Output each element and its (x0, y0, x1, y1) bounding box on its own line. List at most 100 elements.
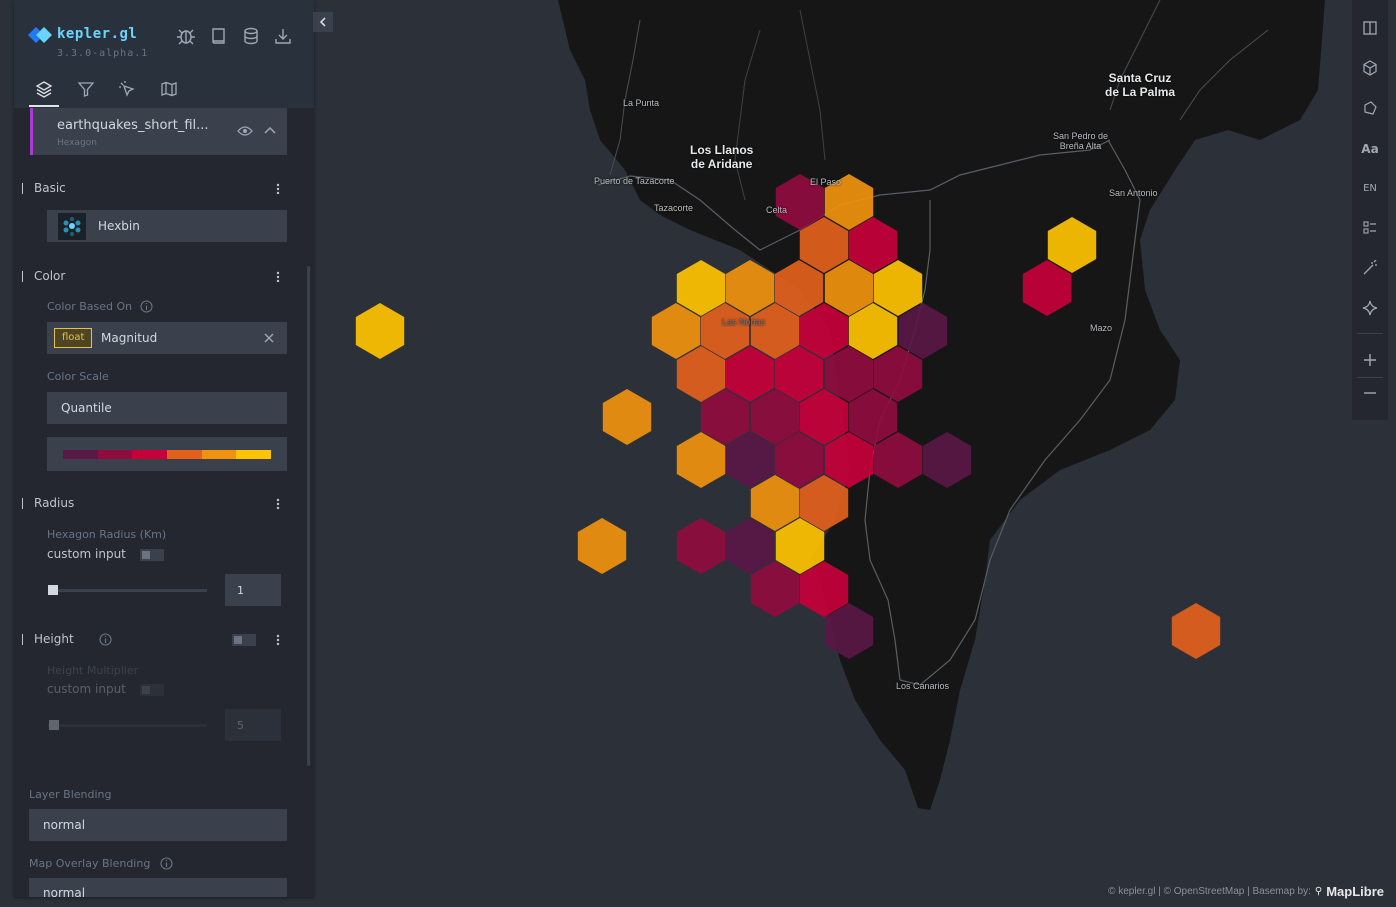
hexbin-cell[interactable] (676, 518, 726, 574)
hexbin-cell[interactable] (799, 561, 849, 617)
hexbin-cell[interactable] (799, 217, 849, 273)
more-options-icon[interactable] (276, 634, 280, 646)
more-options-icon[interactable] (276, 271, 280, 283)
hexbin-cell[interactable] (676, 432, 726, 488)
eye-icon[interactable] (237, 125, 253, 137)
collapse-panel-button[interactable] (313, 12, 333, 32)
info-icon[interactable] (140, 300, 153, 313)
hexbin-cell[interactable] (775, 174, 825, 230)
hexbin-cell[interactable] (824, 260, 874, 316)
export-download-icon[interactable] (273, 26, 293, 46)
ai-assistant-button[interactable] (1357, 295, 1383, 321)
locale-button[interactable]: EN (1363, 182, 1377, 194)
draw-polygon-button[interactable] (1357, 95, 1383, 121)
hexbin-cell[interactable] (725, 260, 775, 316)
hexbin-cell[interactable] (824, 603, 874, 659)
3d-view-button[interactable] (1357, 55, 1383, 81)
tab-basemap[interactable] (154, 80, 184, 106)
hexbin-cell[interactable] (774, 432, 824, 488)
hexbin-cell[interactable] (898, 303, 948, 359)
hexbin-cell[interactable] (1171, 603, 1221, 659)
zoom-in-button[interactable] (1357, 347, 1383, 373)
section-radius-title[interactable]: Radius (21, 496, 75, 510)
tab-layers[interactable] (29, 80, 59, 107)
section-color-title[interactable]: Color (21, 269, 66, 283)
height-value-input[interactable]: 5 (225, 709, 281, 741)
app-title[interactable]: kepler.gl (57, 26, 138, 42)
hexbin-cell[interactable] (848, 303, 898, 359)
height-slider-track[interactable] (48, 724, 207, 727)
color-scale-selector[interactable]: Quantile (47, 392, 287, 424)
database-icon[interactable] (241, 26, 261, 46)
hexbin-cell[interactable] (577, 518, 627, 574)
hexbin-cell[interactable] (700, 303, 750, 359)
hexbin-cell[interactable] (725, 518, 775, 574)
radius-value-input[interactable]: 1 (225, 574, 281, 606)
chevron-up-icon[interactable] (264, 126, 276, 134)
hexbin-cell[interactable] (355, 303, 405, 359)
hexbin-cell[interactable] (873, 432, 923, 488)
attribution-text[interactable]: © kepler.gl | © OpenStreetMap | Basemap … (1108, 886, 1311, 897)
hexbin-cell[interactable] (774, 346, 824, 402)
hexbin-cell[interactable] (848, 389, 898, 445)
color-field-selector[interactable]: float Magnitud (47, 322, 287, 354)
tab-interactions[interactable] (112, 80, 142, 106)
hexbin-cell[interactable] (1047, 217, 1097, 273)
section-height-title[interactable]: Height (22, 632, 74, 646)
hexbin-cell[interactable] (676, 346, 726, 402)
hexbin-cell[interactable] (750, 389, 800, 445)
hexbin-cell[interactable] (775, 518, 825, 574)
radius-slider-track[interactable] (48, 589, 207, 592)
layer-blending-value: normal (43, 818, 86, 832)
hexbin-cell[interactable] (725, 346, 775, 402)
radius-custom-input-toggle[interactable] (140, 549, 164, 561)
hexbin-cell[interactable] (651, 303, 701, 359)
legend-button[interactable] (1357, 215, 1383, 241)
color-palette-selector[interactable] (47, 437, 287, 471)
info-icon[interactable] (160, 857, 173, 870)
attribution-brand[interactable]: MapLibre (1326, 884, 1384, 899)
effects-button[interactable] (1357, 255, 1383, 281)
more-options-icon[interactable] (276, 498, 280, 510)
hexbin-cell[interactable] (774, 260, 824, 316)
docs-book-icon[interactable] (209, 26, 229, 46)
hexbin-cell[interactable] (750, 561, 800, 617)
hexbin-cell[interactable] (873, 346, 923, 402)
height-enable-toggle[interactable] (232, 634, 256, 646)
hexbin-cell[interactable] (602, 389, 652, 445)
map-labels-button[interactable]: Aa (1361, 142, 1379, 156)
hexbin-cell[interactable] (848, 217, 898, 273)
hexbin-cell[interactable] (922, 432, 972, 488)
zoom-out-button[interactable] (1357, 380, 1383, 406)
hexbin-cell[interactable] (799, 389, 849, 445)
hexbin-cell[interactable] (799, 475, 849, 531)
height-slider-handle[interactable] (49, 720, 59, 730)
layer-type-selector[interactable]: Hexbin (47, 210, 287, 242)
layer-name[interactable]: earthquakes_short_fil... (57, 118, 209, 133)
section-basic-title[interactable]: Basic (22, 181, 66, 195)
hexbin-cell[interactable] (824, 174, 874, 230)
hexbin-cell[interactable] (824, 346, 874, 402)
bug-icon[interactable] (176, 26, 196, 46)
height-custom-input-toggle[interactable] (140, 684, 164, 696)
hexbin-cell[interactable] (824, 432, 874, 488)
close-icon[interactable] (264, 333, 274, 343)
hexbin-cell[interactable] (725, 432, 775, 488)
hexbin-cell[interactable] (799, 303, 849, 359)
info-icon[interactable] (99, 633, 112, 646)
hexbin-cell[interactable] (1022, 260, 1072, 316)
tab-filters[interactable] (71, 80, 101, 106)
hexbin-cell[interactable] (700, 389, 750, 445)
palette-swatch (132, 450, 168, 459)
radius-slider-handle[interactable] (48, 585, 58, 595)
panel-scrollbar[interactable] (307, 266, 310, 766)
split-map-button[interactable] (1357, 15, 1383, 41)
more-options-icon[interactable] (276, 183, 280, 195)
layer-blending-selector[interactable]: normal (29, 809, 287, 841)
layer-panel-header[interactable]: earthquakes_short_fil... Hexagon (30, 108, 287, 155)
overlay-blending-selector[interactable]: normal (29, 878, 287, 897)
hexbin-cell[interactable] (676, 260, 726, 316)
hexbin-cell[interactable] (750, 475, 800, 531)
hexbin-cell[interactable] (750, 303, 800, 359)
hexbin-cell[interactable] (873, 260, 923, 316)
